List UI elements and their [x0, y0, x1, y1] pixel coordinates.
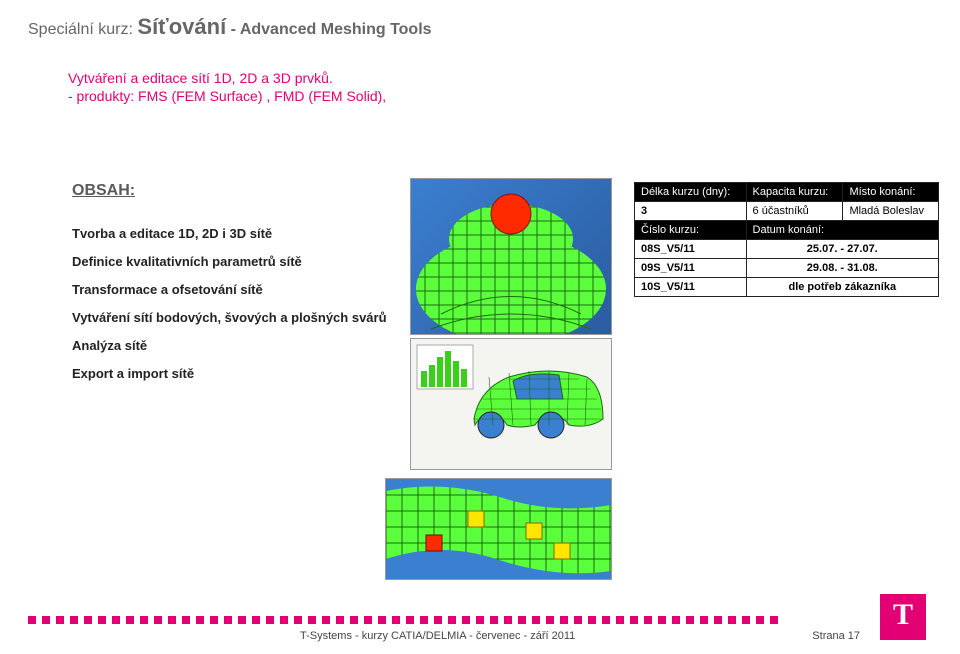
meshing-image-car	[410, 338, 612, 470]
td: 6 účastníků	[746, 202, 843, 221]
td: 08S_V5/11	[635, 240, 747, 259]
bullet-item: Transformace a ofsetování sítě	[72, 278, 402, 302]
th-course-no: Číslo kurzu:	[635, 221, 747, 240]
td: 10S_V5/11	[635, 278, 747, 297]
meshing-image-dome	[410, 178, 612, 335]
td: dle potřeb zákazníka	[746, 278, 938, 297]
content-heading: OBSAH:	[72, 182, 135, 200]
table-row: Číslo kurzu: Datum konání:	[635, 221, 939, 240]
brand-dots-row	[28, 616, 808, 624]
table-row: Délka kurzu (dny): Kapacita kurzu: Místo…	[635, 183, 939, 202]
page-title: Speciální kurz: Síťování - Advanced Mesh…	[28, 14, 432, 40]
table-row: 10S_V5/11 dle potřeb zákazníka	[635, 278, 939, 297]
th-location: Místo konání:	[843, 183, 939, 202]
bullet-item: Vytváření sítí bodových, švových a plošn…	[72, 306, 402, 330]
telekom-logo: T	[880, 594, 926, 640]
table-row: 3 6 účastníků Mladá Boleslav	[635, 202, 939, 221]
title-main: Síťování	[137, 14, 226, 39]
table-row: 08S_V5/11 25.07. - 27.07.	[635, 240, 939, 259]
bullet-item: Export a import sítě	[72, 362, 402, 386]
td: 25.07. - 27.07.	[746, 240, 938, 259]
subtitle-line-1: Vytváření a editace sítí 1D, 2D a 3D prv…	[68, 70, 333, 86]
title-suffix: - Advanced Meshing Tools	[231, 21, 432, 38]
title-prefix: Speciální kurz:	[28, 21, 133, 38]
meshing-image-pipe	[385, 478, 612, 580]
page-number: Strana 17	[812, 630, 860, 642]
th-capacity: Kapacita kurzu:	[746, 183, 843, 202]
content-bullets: Tvorba a editace 1D, 2D i 3D sítě Defini…	[72, 222, 402, 390]
bullet-item: Tvorba a editace 1D, 2D i 3D sítě	[72, 222, 402, 246]
td: 09S_V5/11	[635, 259, 747, 278]
td: Mladá Boleslav	[843, 202, 939, 221]
table-row: 09S_V5/11 29.08. - 31.08.	[635, 259, 939, 278]
th-duration: Délka kurzu (dny):	[635, 183, 747, 202]
course-info-table: Délka kurzu (dny): Kapacita kurzu: Místo…	[634, 182, 939, 297]
td: 29.08. - 31.08.	[746, 259, 938, 278]
td: 3	[635, 202, 747, 221]
bullet-item: Definice kvalitativních parametrů sítě	[72, 250, 402, 274]
bullet-item: Analýza sítě	[72, 334, 402, 358]
subtitle-line-2: - produkty: FMS (FEM Surface) , FMD (FEM…	[68, 88, 386, 104]
footer-center: T-Systems - kurzy CATIA/DELMIA - červene…	[300, 630, 575, 642]
th-date: Datum konání:	[746, 221, 938, 240]
